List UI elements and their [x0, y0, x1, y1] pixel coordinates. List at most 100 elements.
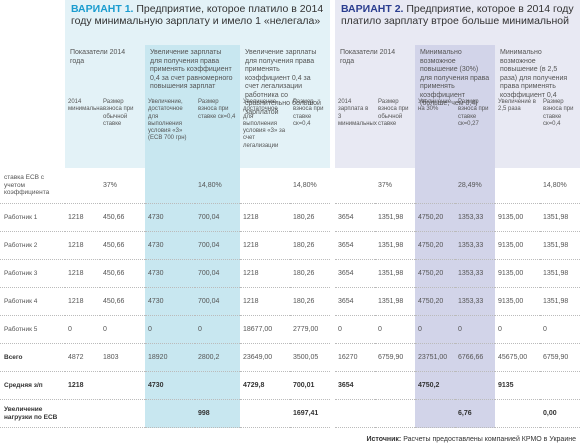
table-cell: 37% [375, 168, 415, 204]
column-header: Размер взноса при ставке ск=0,4 [198, 99, 236, 120]
table-cell: 4750,2 [415, 372, 455, 400]
column-header: Увеличение, достаточное для выполнения у… [148, 99, 187, 142]
source-label: Источник: [366, 436, 402, 443]
table-cell: 4750,20 [415, 204, 455, 232]
table-cell [335, 168, 375, 204]
table-cell: 3654 [335, 372, 375, 400]
table-cell [455, 372, 495, 400]
column-header: Размер взноса при ставке ск=0,4 [543, 99, 574, 127]
variant1-header: ВАРИАНТ 1. Предприятие, которое платило … [65, 0, 330, 45]
column-header: 2014 минимальна [68, 99, 103, 113]
table-cell: 4750,20 [415, 288, 455, 316]
table-cell [100, 400, 145, 428]
table-cell: 0 [100, 316, 145, 344]
table-cell: 14,80% [195, 168, 240, 204]
variant-title: Предприятие, которое в 2014 году платило… [341, 3, 574, 27]
table-cell: 23751,00 [415, 344, 455, 372]
table-cell: 37% [100, 168, 145, 204]
table-cell: 28,49% [455, 168, 495, 204]
table-cell [495, 168, 540, 204]
table-cell: 9135 [495, 372, 540, 400]
table-cell: 4750,20 [415, 260, 455, 288]
table-cell: 4872 [65, 344, 100, 372]
row-label: ставка ЕСВ с учетом коэффициента [0, 168, 65, 204]
variant2-highlight [415, 45, 495, 428]
table-cell: 45675,00 [495, 344, 540, 372]
table-cell [335, 400, 375, 428]
table-cell: 1218 [65, 372, 100, 400]
table-cell [540, 372, 580, 400]
table-cell: 6,76 [455, 400, 495, 428]
table-cell: 3654 [335, 260, 375, 288]
table-cell [195, 372, 240, 400]
row-label: Работник 4 [0, 288, 65, 316]
variant-title: Предприятие, которое платило в 2014 году… [71, 3, 324, 27]
table-cell: 0 [415, 316, 455, 344]
table-cell: 1218 [65, 232, 100, 260]
table-cell: 700,04 [195, 260, 240, 288]
variant-label: ВАРИАНТ 2. [341, 3, 404, 15]
table-cell: 0 [540, 316, 580, 344]
table-cell: 1218 [240, 204, 290, 232]
table-cell [65, 168, 100, 204]
table-cell: 700,04 [195, 204, 240, 232]
table-cell [495, 400, 540, 428]
table-cell: 4730 [145, 232, 195, 260]
group-header: Увеличение зарплаты для получения права … [150, 49, 233, 90]
table-cell: 1351,98 [540, 288, 580, 316]
table-cell: 0 [65, 316, 100, 344]
table-cell: 1218 [240, 260, 290, 288]
table-cell: 9135,00 [495, 288, 540, 316]
column-header: Размер взноса при ставке ск=0,27 [458, 99, 489, 127]
table-cell: 1353,33 [455, 232, 495, 260]
table-cell [240, 400, 290, 428]
table-cell [240, 168, 290, 204]
table-cell: 4729,8 [240, 372, 290, 400]
table-cell: 18677,00 [240, 316, 290, 344]
source-text: Расчеты предоставлены компанией КРМО в У… [403, 436, 576, 443]
table-cell: 1351,98 [375, 288, 415, 316]
column-header: 2014 зарплата в 3 минимальных [338, 99, 377, 127]
table-cell: 9135,00 [495, 204, 540, 232]
table-cell: 6759,90 [375, 344, 415, 372]
group-header: Минимально возможное повышение (30%) для… [420, 49, 490, 107]
row-label: Работник 3 [0, 260, 65, 288]
table-cell: 6759,90 [540, 344, 580, 372]
column-header: Увеличение в 2,5 раза [498, 99, 536, 113]
table-cell: 2800,2 [195, 344, 240, 372]
table-cell: 450,66 [100, 204, 145, 232]
table-cell: 3654 [335, 232, 375, 260]
table-cell: 0 [455, 316, 495, 344]
table-cell: 180,26 [290, 232, 330, 260]
row-label: Всего [0, 344, 65, 372]
table-cell: 1218 [65, 204, 100, 232]
table-cell: 1353,33 [455, 288, 495, 316]
table-cell: 180,26 [290, 288, 330, 316]
table-cell: 14,80% [290, 168, 330, 204]
table-cell [415, 400, 455, 428]
table-cell: 0,00 [540, 400, 580, 428]
table-cell: 1351,98 [375, 260, 415, 288]
table-cell: 9135,00 [495, 232, 540, 260]
table-cell: 1218 [240, 232, 290, 260]
table-cell: 1353,33 [455, 204, 495, 232]
table-cell: 4730 [145, 288, 195, 316]
table-cell: 9135,00 [495, 260, 540, 288]
source-note: Источник: Расчеты предоставлены компание… [366, 436, 576, 443]
table-cell: 1218 [65, 260, 100, 288]
table-cell: 3654 [335, 204, 375, 232]
table-cell: 4730 [145, 260, 195, 288]
variant1-highlight [145, 45, 240, 428]
table-cell: 180,26 [290, 204, 330, 232]
table-cell: 1218 [65, 288, 100, 316]
table-cell [145, 400, 195, 428]
table-cell: 16270 [335, 344, 375, 372]
table-cell: 23649,00 [240, 344, 290, 372]
column-header: Размер взноса при обычной ставке [103, 99, 134, 127]
table-cell: 1351,98 [540, 260, 580, 288]
table-cell [375, 372, 415, 400]
group-header: Показатели 2014 года [340, 49, 396, 65]
table-cell [145, 168, 195, 204]
table-cell [375, 400, 415, 428]
